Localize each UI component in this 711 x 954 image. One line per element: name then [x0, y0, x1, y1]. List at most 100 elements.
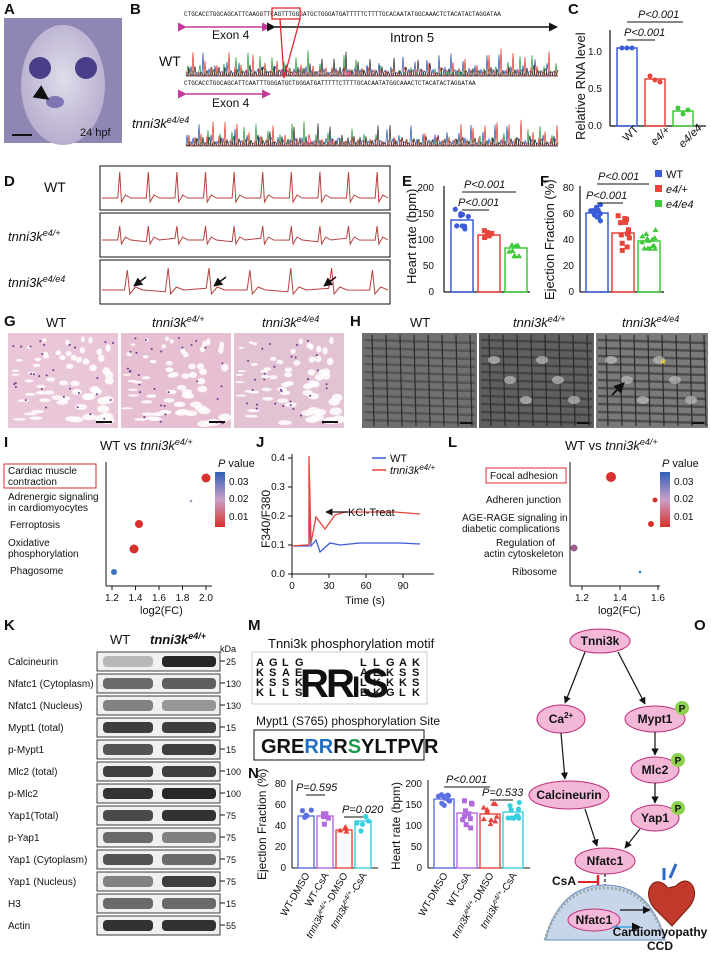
histology-lumen	[82, 358, 90, 365]
histology-lumen	[55, 350, 62, 356]
b-wt-label: WT	[159, 53, 181, 69]
outcome-1: Cardiomyopathy	[613, 925, 708, 939]
data-point	[493, 813, 500, 819]
histology-lumen	[314, 373, 324, 381]
tem-arrow	[611, 382, 625, 396]
outcome-2: CCD	[647, 939, 673, 953]
tem-zline	[427, 334, 431, 427]
histology-nucleus	[300, 414, 303, 417]
data-point	[325, 815, 331, 821]
histology-nucleus	[68, 343, 71, 346]
node-nfatc1-nuclear-label: Nfatc1	[576, 913, 613, 927]
tem-vacuole	[488, 356, 500, 364]
histology-lumen	[322, 372, 331, 380]
svg-text:in cardiomyocytes: in cardiomyocytes	[8, 503, 88, 514]
blot-row-label: p-Yap1	[8, 833, 40, 844]
l-point-3	[570, 544, 578, 552]
phospho-label: P	[679, 704, 686, 715]
j-trace-mut	[291, 455, 421, 547]
histology-nucleus	[103, 417, 106, 420]
histology-lumen	[269, 375, 278, 380]
c-pval-1: P<0.001	[624, 27, 665, 39]
svg-text:0.02: 0.02	[674, 494, 694, 505]
histology-nucleus	[254, 378, 257, 381]
tem-vacuole	[669, 376, 681, 384]
histology-nucleus	[247, 359, 250, 362]
pathway-arrow	[624, 828, 641, 849]
tem-zline	[455, 334, 459, 427]
site-sequence: GRERRRSYLTPVR	[261, 736, 439, 758]
site-box	[253, 729, 425, 761]
blot-band-mut	[162, 766, 216, 777]
data-point	[488, 816, 495, 822]
motif-residue: S	[269, 677, 276, 689]
data-point	[506, 248, 513, 254]
motif-residue: K	[373, 687, 381, 699]
panel-l-letter: L	[448, 434, 457, 451]
histology-nucleus	[30, 372, 33, 375]
histology-lumen	[290, 348, 296, 355]
histology-lumen	[98, 354, 105, 363]
j-ytick: 0.1	[271, 540, 285, 551]
blot-band-mut	[162, 744, 216, 755]
histology-lumen	[122, 373, 132, 376]
seq-wt: CTGCACCTGGCAGCATTCAAGGTTCAGTTTGGGATGCTGG…	[184, 11, 501, 18]
l-xtick: 1.4	[613, 593, 627, 604]
histology-nucleus	[139, 391, 142, 394]
histology-lumen	[235, 394, 247, 397]
tem-zline	[703, 334, 707, 427]
d-row-wt: WT	[44, 179, 66, 195]
histology-lumen	[305, 416, 319, 423]
histology-lumen	[269, 356, 277, 361]
histology-nucleus	[14, 386, 17, 389]
blot-band-mut	[162, 810, 216, 821]
histology-lumen	[66, 363, 74, 370]
histology-lumen	[238, 370, 246, 373]
histology-nucleus	[12, 345, 15, 348]
histology-lumen	[74, 403, 87, 411]
motif-I: I	[352, 671, 360, 704]
histology-nucleus	[181, 346, 184, 349]
panel-g: G WT tnni3ke4/+ tnni3ke4/e4	[4, 313, 346, 428]
tem-fiber	[480, 410, 593, 417]
tem-zline	[371, 334, 375, 427]
c-pval-0: P<0.001	[638, 9, 679, 21]
histology-nucleus	[196, 380, 199, 383]
histology-lumen	[206, 338, 211, 346]
histology-lumen	[260, 369, 268, 374]
histology-lumen	[181, 373, 190, 379]
f-legend-het: e4/+	[666, 184, 688, 196]
histology-lumen	[328, 398, 340, 406]
tem-fiber	[363, 394, 476, 401]
histology-lumen	[71, 388, 83, 395]
data-point	[509, 241, 516, 247]
blot-band-wt	[103, 898, 153, 909]
data-point	[641, 245, 648, 251]
site-residues: YLTPVR	[361, 736, 439, 758]
j-annotation: KCl-Treat	[348, 507, 395, 519]
panel-c-letter: C	[568, 1, 579, 18]
histology-lumen	[82, 413, 96, 421]
i-term-2: Ferroptosis	[10, 520, 60, 531]
histology-lumen	[238, 346, 244, 349]
tem-fiber	[597, 346, 707, 353]
motif-residue: K	[256, 677, 264, 689]
svg-text:50: 50	[411, 842, 423, 853]
histology-lumen	[308, 392, 320, 400]
data-point	[481, 228, 487, 234]
histology-lumen	[284, 367, 293, 373]
svg-text:0.01: 0.01	[674, 512, 694, 523]
blot-mw: 75	[226, 877, 236, 887]
l-term-4: Ribosome	[512, 567, 557, 578]
blot-row-label: p-Mypt1	[8, 745, 45, 756]
blot-band-mut	[162, 722, 216, 733]
heart-vessels-icon	[662, 863, 678, 880]
node-calcineurin-label: Calcineurin	[536, 788, 601, 802]
svg-text:Regulation of: Regulation of	[496, 538, 555, 549]
histology-lumen	[326, 357, 334, 366]
histology-nucleus	[45, 374, 48, 377]
histology-nucleus	[76, 406, 79, 409]
tem-vacuole	[605, 356, 617, 364]
data-point	[365, 818, 372, 824]
motif-residue: K	[295, 677, 303, 689]
